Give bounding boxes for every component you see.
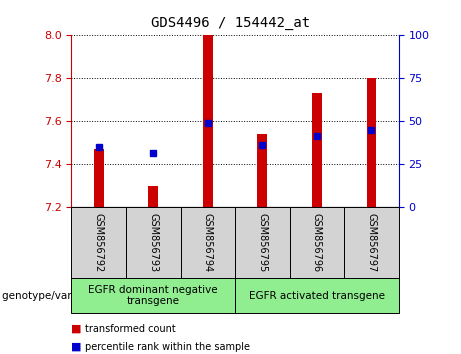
Text: GSM856797: GSM856797 bbox=[366, 213, 377, 272]
Text: EGFR dominant negative
transgene: EGFR dominant negative transgene bbox=[89, 285, 218, 307]
Bar bbox=[203, 35, 213, 207]
Text: ■: ■ bbox=[71, 342, 82, 352]
Text: GDS4496 / 154442_at: GDS4496 / 154442_at bbox=[151, 16, 310, 30]
Text: percentile rank within the sample: percentile rank within the sample bbox=[85, 342, 250, 352]
Text: GSM856795: GSM856795 bbox=[257, 213, 267, 272]
Text: GSM856792: GSM856792 bbox=[94, 213, 104, 272]
Text: GSM856793: GSM856793 bbox=[148, 213, 158, 272]
Text: transformed count: transformed count bbox=[85, 324, 176, 333]
Text: GSM856794: GSM856794 bbox=[203, 213, 213, 272]
Bar bbox=[312, 93, 322, 207]
Text: ■: ■ bbox=[71, 324, 82, 333]
Text: GSM856796: GSM856796 bbox=[312, 213, 322, 272]
Text: genotype/variation ▶: genotype/variation ▶ bbox=[2, 291, 112, 301]
Bar bbox=[94, 149, 104, 207]
Bar bbox=[366, 78, 376, 207]
Bar bbox=[258, 134, 267, 207]
Bar bbox=[148, 185, 158, 207]
Text: EGFR activated transgene: EGFR activated transgene bbox=[249, 291, 385, 301]
